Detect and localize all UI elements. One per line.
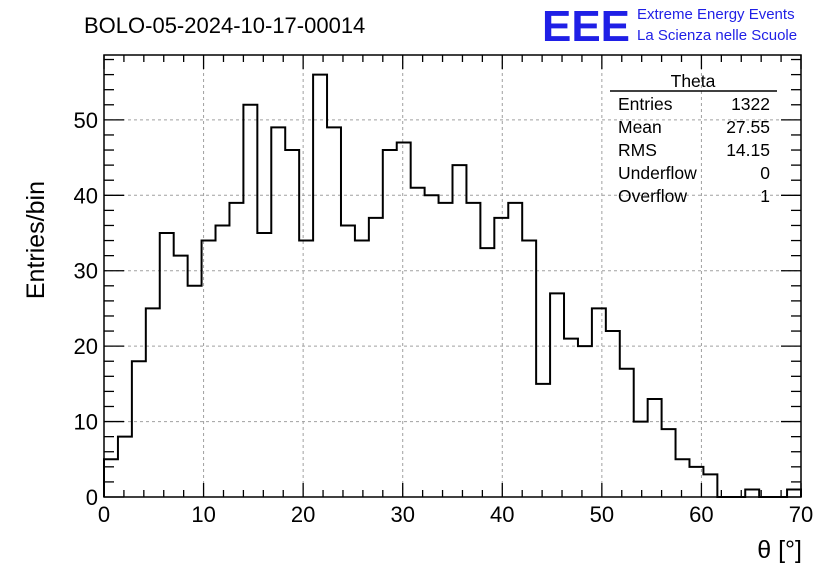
histogram-bin xyxy=(662,429,676,497)
x-axis-title: θ [°] xyxy=(757,536,802,564)
histogram-bin xyxy=(118,437,132,497)
histogram-bin xyxy=(383,150,397,497)
histogram-bin xyxy=(439,203,453,497)
histogram-bin xyxy=(327,127,341,497)
stats-label: Underflow xyxy=(618,163,697,183)
histogram-bin xyxy=(216,225,230,497)
histogram-bin xyxy=(425,195,439,497)
histogram-bin xyxy=(480,248,494,497)
histogram-bin xyxy=(369,218,383,497)
y-axis-title: Entries/bin xyxy=(22,181,50,299)
x-tick-label: 10 xyxy=(191,502,215,527)
histogram-bin xyxy=(787,489,801,497)
stats-title: Theta xyxy=(671,71,716,91)
histogram-step-line xyxy=(103,73,802,498)
histogram-bin xyxy=(592,308,606,497)
histogram-bin xyxy=(341,225,355,497)
histogram-bin xyxy=(466,203,480,497)
histogram-bin xyxy=(606,331,620,497)
histogram-bin xyxy=(453,165,467,497)
stats-rows: Entries 1322 Mean 27.55 RMS 14.15 Underflow 0 Ov… xyxy=(618,94,770,206)
stats-value: 0 xyxy=(760,163,770,183)
histogram-bin xyxy=(243,105,257,497)
histogram-bin xyxy=(564,339,578,497)
stats-box: Theta Entries 1322 Mean 27.55 RMS 14.15 Underf… xyxy=(610,71,777,206)
x-tick-label: 20 xyxy=(291,502,315,527)
histogram-bin xyxy=(104,459,118,497)
histogram-bin xyxy=(676,459,690,497)
x-tick-label: 30 xyxy=(390,502,414,527)
histogram-bin xyxy=(202,241,216,497)
chart-title: BOLO-05-2024-10-17-00014 xyxy=(84,13,365,38)
stats-value: 14.15 xyxy=(726,140,770,160)
stats-value: 27.55 xyxy=(726,117,770,137)
y-tick-label: 20 xyxy=(74,334,98,359)
histogram-bin xyxy=(132,361,146,497)
logo-line-2: La Scienza nelle Scuole xyxy=(637,27,797,44)
x-tick-label: 40 xyxy=(490,502,514,527)
logo-mark: EEE xyxy=(542,2,630,51)
stats-value: 1322 xyxy=(731,94,770,114)
histogram-bin xyxy=(229,203,243,497)
stats-label: Mean xyxy=(618,117,662,137)
stats-label: Overflow xyxy=(618,186,687,206)
x-tick-label: 60 xyxy=(689,502,713,527)
y-tick-label: 40 xyxy=(74,183,98,208)
histogram-bin xyxy=(522,241,536,497)
histogram-bin xyxy=(397,142,411,497)
y-tick-label: 10 xyxy=(74,410,98,435)
histogram-bin xyxy=(257,233,271,497)
x-tick-label: 0 xyxy=(98,502,110,527)
histogram-bin xyxy=(160,233,174,497)
y-tick-label: 50 xyxy=(74,108,98,133)
histogram-bin xyxy=(313,75,327,497)
histogram-bin xyxy=(745,489,759,497)
histogram-bin xyxy=(355,241,369,497)
y-tick-label: 0 xyxy=(86,485,98,510)
x-tick-label: 50 xyxy=(590,502,614,527)
histogram-series xyxy=(103,73,802,498)
logo: EEE Extreme Energy Events La Scienza nel… xyxy=(542,2,797,51)
y-tick-label: 30 xyxy=(74,259,98,284)
histogram-bin xyxy=(146,308,160,497)
histogram-bin xyxy=(299,241,313,497)
histogram-bin xyxy=(271,127,285,497)
stats-label: RMS xyxy=(618,140,657,160)
histogram-bin xyxy=(285,150,299,497)
stats-value: 1 xyxy=(760,186,770,206)
histogram-bin xyxy=(188,286,202,497)
histogram-bin xyxy=(536,384,550,497)
histogram-bin xyxy=(634,422,648,497)
histogram-bin xyxy=(648,399,662,497)
histogram-bin xyxy=(411,188,425,497)
axis-ticks xyxy=(103,55,802,498)
histogram-bin xyxy=(174,256,188,497)
x-tick-label: 70 xyxy=(789,502,813,527)
histogram-bin xyxy=(578,346,592,497)
histogram-bin xyxy=(550,293,564,497)
histogram-bin xyxy=(508,203,522,497)
stats-label: Entries xyxy=(618,94,673,114)
logo-line-1: Extreme Energy Events xyxy=(637,6,795,23)
plot-frame xyxy=(103,54,802,498)
histogram-bin xyxy=(703,474,717,497)
histogram-bin xyxy=(494,218,508,497)
histogram-bin xyxy=(620,369,634,497)
